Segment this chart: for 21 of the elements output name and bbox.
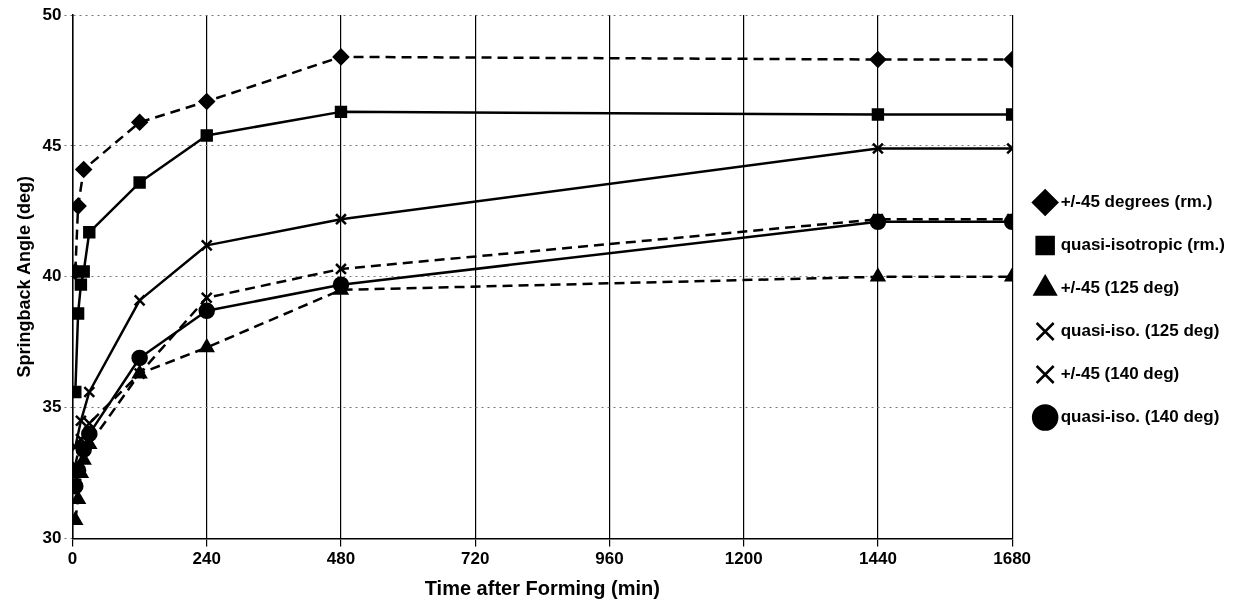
x-tick-label: 480 <box>326 549 356 569</box>
y-axis-title: Springback Angle (deg) <box>13 176 34 378</box>
y-tick-label: 45 <box>42 135 62 155</box>
legend-label: +/-45 degrees (rm.) <box>1060 192 1213 212</box>
x-tick-label: 960 <box>595 549 624 569</box>
y-tick-label: 40 <box>42 266 62 286</box>
x-tick-label: 0 <box>67 549 78 569</box>
x-tick-label: 1200 <box>724 549 763 569</box>
legend-label: quasi-isotropic (rm.) <box>1060 235 1226 255</box>
x-tick-label: 720 <box>461 549 490 569</box>
legend-label: +/-45 (125 deg) <box>1060 278 1180 298</box>
legend-label: quasi-iso. (125 deg) <box>1060 321 1220 341</box>
legend-label: +/-45 (140 deg) <box>1060 364 1180 384</box>
y-tick-label: 50 <box>42 4 62 24</box>
y-tick-label: 35 <box>42 397 62 417</box>
x-axis-title: Time after Forming (min) <box>424 576 660 599</box>
legend-label: quasi-iso. (140 deg) <box>1060 407 1220 427</box>
x-tick-label: 1440 <box>859 549 897 569</box>
y-tick-label: 30 <box>42 528 62 548</box>
x-tick-label: 240 <box>192 549 221 569</box>
x-tick-label: 1680 <box>993 549 1032 569</box>
